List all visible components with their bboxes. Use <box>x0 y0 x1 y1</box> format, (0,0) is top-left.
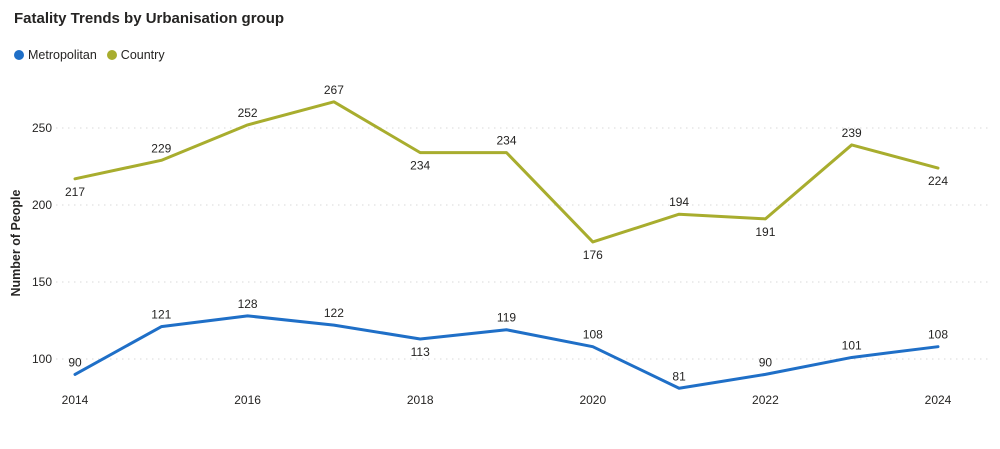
data-label-metropolitan-2017: 122 <box>324 306 344 320</box>
legend-label-metropolitan: Metropolitan <box>28 48 97 62</box>
x-tick-label-2016: 2016 <box>234 393 261 407</box>
data-label-metropolitan-2020: 108 <box>583 328 603 342</box>
data-label-country-2021: 194 <box>669 195 689 209</box>
y-tick-label-250: 250 <box>32 121 52 135</box>
data-label-metropolitan-2018: 113 <box>411 345 430 359</box>
data-label-metropolitan-2022: 90 <box>759 355 773 369</box>
legend: Metropolitan Country <box>14 48 165 62</box>
x-tick-label-2024: 2024 <box>925 393 952 407</box>
data-label-country-2020: 176 <box>583 248 603 262</box>
data-label-country-2023: 239 <box>842 126 862 140</box>
x-tick-label-2020: 2020 <box>579 393 606 407</box>
y-axis-title: Number of People <box>9 189 23 296</box>
legend-item-metropolitan[interactable]: Metropolitan <box>14 48 97 62</box>
data-label-country-2018: 234 <box>410 159 430 173</box>
data-label-metropolitan-2016: 128 <box>238 297 258 311</box>
series-line-metropolitan[interactable] <box>73 314 940 390</box>
data-label-metropolitan-2024: 108 <box>928 328 948 342</box>
country-series-dot-icon <box>106 50 117 60</box>
data-label-country-2015: 229 <box>151 141 171 155</box>
data-label-country-2016: 252 <box>238 106 258 120</box>
y-tick-label-200: 200 <box>32 198 52 212</box>
data-label-metropolitan-2019: 119 <box>497 311 516 325</box>
data-label-metropolitan-2023: 101 <box>842 338 862 352</box>
data-label-country-2024: 224 <box>928 174 948 188</box>
data-label-metropolitan-2015: 121 <box>151 308 171 322</box>
legend-item-country[interactable]: Country <box>106 48 165 62</box>
data-label-metropolitan-2021: 81 <box>672 369 686 383</box>
data-label-country-2019: 234 <box>496 134 516 148</box>
data-label-metropolitan-2014: 90 <box>68 355 82 369</box>
legend-label-country: Country <box>120 48 165 62</box>
data-label-country-2022: 191 <box>755 225 775 239</box>
x-tick-label-2014: 2014 <box>62 393 89 407</box>
y-tick-label-100: 100 <box>32 352 52 366</box>
chart-title: Fatality Trends by Urbanisation group <box>14 10 285 27</box>
series-line-country[interactable] <box>73 100 940 244</box>
x-tick-label-2022: 2022 <box>752 393 779 407</box>
data-label-country-2014: 217 <box>65 185 85 199</box>
x-tick-label-2018: 2018 <box>407 393 434 407</box>
data-label-country-2017: 267 <box>324 83 344 97</box>
y-tick-label-150: 150 <box>32 275 52 289</box>
metropolitan-series-dot-icon <box>14 50 24 60</box>
